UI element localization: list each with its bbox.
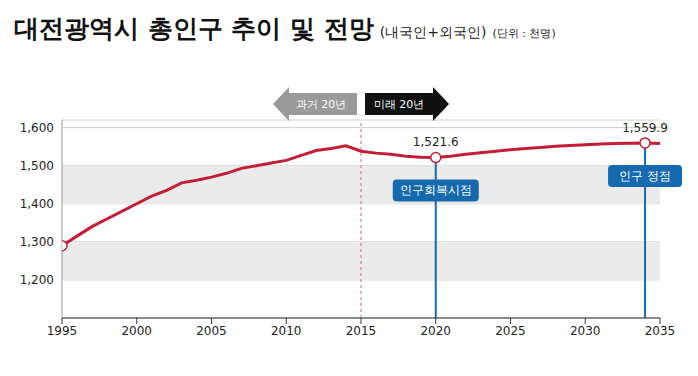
svg-text:1,559.9: 1,559.9	[622, 121, 668, 135]
svg-text:1,500: 1,500	[20, 159, 54, 173]
svg-text:2015: 2015	[346, 324, 377, 338]
svg-text:1,200: 1,200	[20, 273, 54, 287]
svg-text:미래 20년: 미래 20년	[374, 98, 425, 111]
svg-text:1995: 1995	[47, 324, 78, 338]
svg-text:2005: 2005	[196, 324, 227, 338]
svg-text:1,521.6: 1,521.6	[413, 135, 459, 149]
svg-text:1,600: 1,600	[20, 121, 54, 135]
svg-text:2020: 2020	[420, 324, 451, 338]
svg-text:2010: 2010	[271, 324, 302, 338]
svg-text:1,400: 1,400	[20, 197, 54, 211]
svg-text:과거 20년: 과거 20년	[296, 98, 347, 111]
html-text:대전광역시 총인구 추이 및 전망 (내국인+외국인) (단: 대전광역시 총인구 추이 및 전망 (내국인+외국인) (단위 : 천명)	[14, 14, 556, 43]
svg-text:인구 정점: 인구 정점	[619, 169, 671, 183]
svg-text:2030: 2030	[570, 324, 601, 338]
svg-text:1,300: 1,300	[20, 235, 54, 249]
svg-text:2000: 2000	[121, 324, 152, 338]
svg-text:2035: 2035	[645, 324, 676, 338]
svg-text:2025: 2025	[495, 324, 526, 338]
svg-text:인구회복시점: 인구회복시점	[400, 183, 472, 197]
